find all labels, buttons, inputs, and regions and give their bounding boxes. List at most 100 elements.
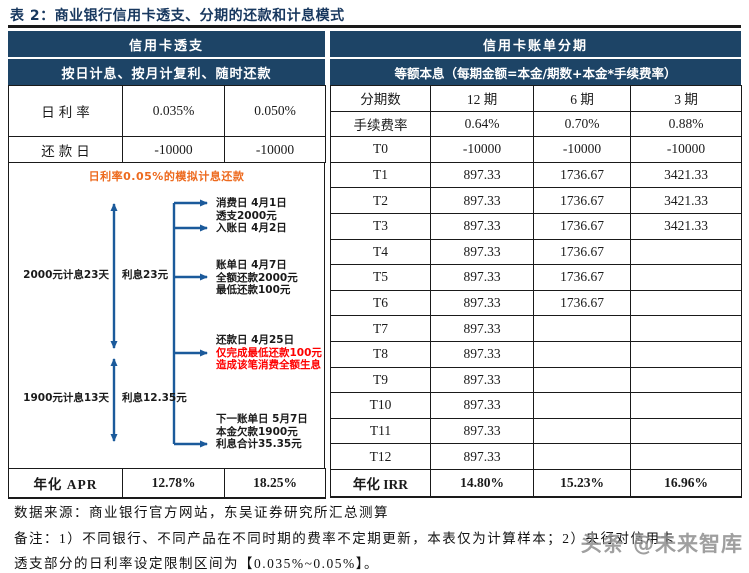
- table-row: T11 897.33: [330, 417, 742, 445]
- table-row: T12 897.33: [330, 443, 742, 470]
- branch-arrows: [174, 199, 208, 448]
- interest-amount-label: 利息12.35元: [122, 392, 187, 404]
- cell-value: -10000: [533, 136, 631, 163]
- cell-value: 897.33: [430, 187, 534, 214]
- interest-timeline-diagram: 日利率0.05%的模拟计息还款 2000元计息23天 利息23元 1900元计息…: [8, 162, 325, 468]
- cell-value: [630, 443, 742, 470]
- watermark: 头条 @未来智库: [580, 532, 743, 556]
- event-next-statement: 下一账单日 5月7日 本金欠款1900元 利息合计35.35元: [216, 413, 308, 451]
- table-row: T2 897.33 1736.67 3421.33: [330, 187, 742, 214]
- row-label: T11: [330, 417, 431, 445]
- cell-value: 12 期: [430, 85, 534, 112]
- row-label: 分期数: [330, 85, 431, 112]
- cell-value: -10000: [630, 136, 742, 163]
- cell-value: [533, 443, 631, 470]
- cell-value: 15.23%: [533, 468, 631, 499]
- cell-value: [630, 315, 742, 342]
- row-label: 还款日: [8, 136, 123, 163]
- cell-value: [533, 417, 631, 445]
- cell-value: 0.050%: [224, 85, 326, 137]
- cell-value: 6 期: [533, 85, 631, 112]
- cell-value: 1736.67: [533, 264, 631, 291]
- row-label: T7: [330, 315, 431, 342]
- cell-value: [533, 315, 631, 342]
- interval-days-label: 1900元计息13天: [23, 392, 109, 404]
- cell-value: [630, 392, 742, 419]
- cell-value: 897.33: [430, 315, 534, 342]
- table-row: 日利率 0.035% 0.050%: [8, 85, 326, 137]
- table-title: 表 2：商业银行信用卡透支、分期的还款和计息模式: [10, 8, 345, 24]
- event-consumption: 消费日 4月1日 透支2000元 入账日 4月2日: [216, 197, 287, 235]
- cell-value: 3421.33: [630, 187, 742, 214]
- table-row: T8 897.33: [330, 340, 742, 368]
- table-row: T0 -10000 -10000 -10000: [330, 136, 742, 163]
- cell-value: [630, 238, 742, 266]
- row-label: 日利率: [8, 85, 123, 137]
- row-label: T10: [330, 392, 431, 419]
- row-label: T1: [330, 161, 431, 189]
- cell-value: 3 期: [630, 85, 742, 112]
- cell-value: 0.88%: [630, 110, 742, 138]
- table-row: T6 897.33 1736.67: [330, 289, 742, 317]
- cell-value: 0.64%: [430, 110, 534, 138]
- cell-value: 897.33: [430, 161, 534, 189]
- event-line: 全额还款2000元: [216, 271, 298, 284]
- event-line: 消费日 4月1日: [216, 197, 287, 209]
- table-row: 还款日 -10000 -10000: [8, 136, 326, 163]
- cell-value: 12.78%: [122, 468, 225, 499]
- cell-value: 1736.67: [533, 289, 631, 317]
- event-line-warning: 造成该笔消费全额生息: [216, 359, 321, 371]
- cell-value: [630, 366, 742, 394]
- row-label: T9: [330, 366, 431, 394]
- cell-value: 897.33: [430, 366, 534, 394]
- event-line: 利息合计35.35元: [216, 438, 302, 450]
- right-panel-subheader: 等额本息（每期金额=本金/期数+本金*手续费率）: [330, 59, 741, 85]
- cell-value: 14.80%: [430, 468, 534, 499]
- cell-value: 1736.67: [533, 212, 631, 240]
- row-label: 年化 IRR: [330, 468, 431, 499]
- table-row: T1 897.33 1736.67 3421.33: [330, 161, 742, 189]
- table-row: T5 897.33 1736.67: [330, 264, 742, 291]
- interest-amount-label: 利息23元: [122, 269, 169, 281]
- timeline-arrows-graphic: [110, 199, 208, 448]
- table-row: T9 897.33: [330, 366, 742, 394]
- cell-value: 897.33: [430, 417, 534, 445]
- cell-value: -10000: [430, 136, 534, 163]
- cell-value: 18.25%: [224, 468, 326, 499]
- row-label: 手续费率: [330, 110, 431, 138]
- row-label: T5: [330, 264, 431, 291]
- event-line: 透支2000元: [216, 209, 277, 222]
- overdraft-table: 日利率 0.035% 0.050% 还款日 -10000 -10000: [8, 85, 326, 163]
- row-label: T0: [330, 136, 431, 163]
- cell-value: 897.33: [430, 212, 534, 240]
- row-label: T8: [330, 340, 431, 368]
- event-line: 本金欠款1900元: [216, 425, 298, 438]
- cell-value: [630, 417, 742, 445]
- cell-value: [533, 392, 631, 419]
- event-line: 账单日 4月7日: [216, 259, 287, 271]
- row-label: 年化 APR: [8, 468, 123, 499]
- cell-value: 897.33: [430, 289, 534, 317]
- cell-value: 1736.67: [533, 238, 631, 266]
- cell-value: 0.70%: [533, 110, 631, 138]
- table-row: T7 897.33: [330, 315, 742, 342]
- event-statement: 账单日 4月7日 全额还款2000元 最低还款100元: [216, 259, 298, 297]
- cell-value: [630, 289, 742, 317]
- row-label: T3: [330, 212, 431, 240]
- cell-value: 16.96%: [630, 468, 742, 499]
- cell-value: 3421.33: [630, 212, 742, 240]
- cell-value: [630, 264, 742, 291]
- title-rule: [8, 25, 741, 28]
- row-label: T4: [330, 238, 431, 266]
- cell-value: [533, 366, 631, 394]
- cell-value: -10000: [122, 136, 225, 163]
- cell-value: 897.33: [430, 238, 534, 266]
- data-source: 数据来源：商业银行官方网站，东吴证券研究所汇总测算: [14, 505, 389, 520]
- cell-value: -10000: [224, 136, 326, 163]
- event-line: 还款日 4月25日: [216, 334, 295, 346]
- diagram-caption: 日利率0.05%的模拟计息还款: [88, 170, 245, 183]
- table-row: 年化 IRR 14.80% 15.23% 16.96%: [330, 468, 742, 499]
- note-line-2: 透支部分的日利率设定限制区间为【0.035%~0.05%】。: [14, 556, 380, 571]
